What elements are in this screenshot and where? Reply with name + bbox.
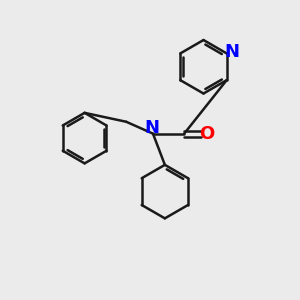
Text: N: N [144, 119, 159, 137]
Text: N: N [224, 43, 239, 61]
Text: O: O [200, 125, 215, 143]
